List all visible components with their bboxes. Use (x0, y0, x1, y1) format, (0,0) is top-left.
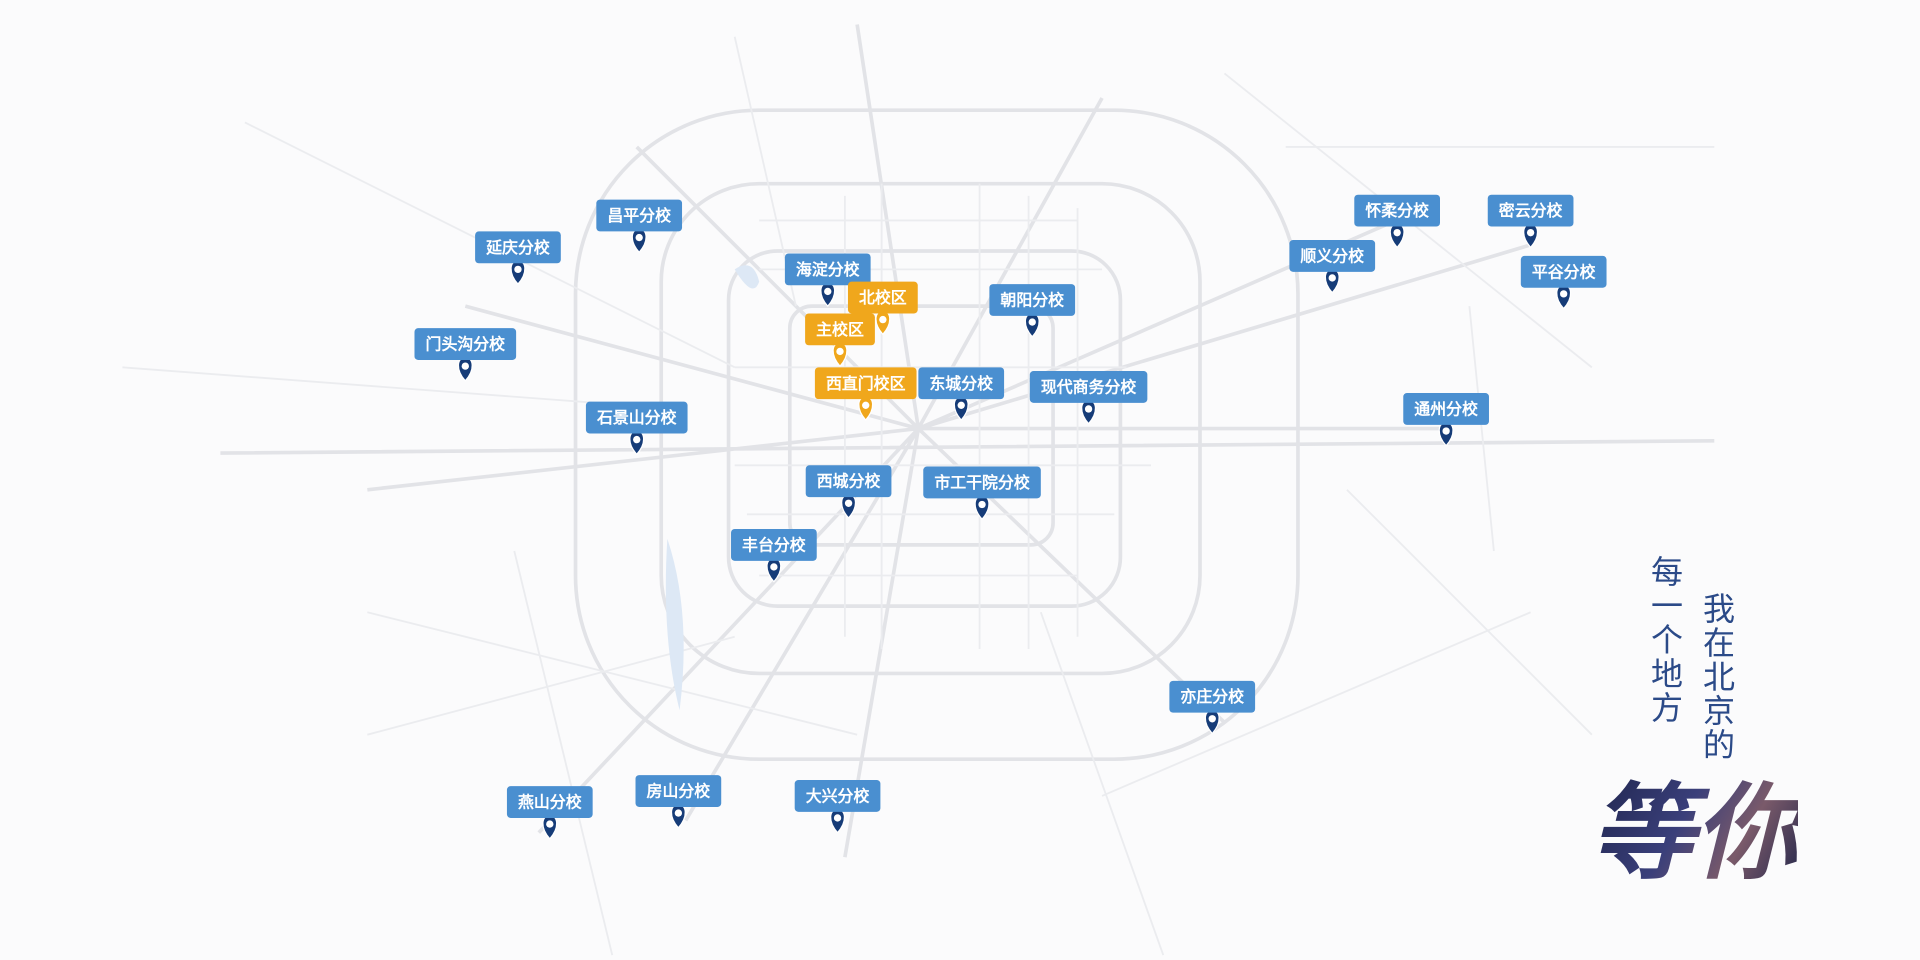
campus-label: 东城分校 (929, 374, 993, 393)
pin-dot (546, 820, 554, 828)
label-box (784, 253, 871, 286)
campus-marker: 大兴分校 (794, 780, 881, 834)
campus-label: 昌平分校 (607, 206, 671, 225)
campus-label: 通州分校 (1414, 399, 1478, 418)
campus-marker: 房山分校 (635, 775, 722, 829)
pin-dot (1442, 427, 1450, 435)
label-box (596, 199, 683, 232)
campus-marker: 亦庄分校 (1169, 680, 1256, 735)
campus-label: 朝阳分校 (1000, 291, 1064, 310)
campus-marker: 朝阳分校 (989, 284, 1076, 338)
campus-label: 大兴分校 (806, 786, 870, 805)
pin-dot (1028, 318, 1036, 326)
slogan-emphasis: 等你 (1590, 748, 1798, 899)
label-box (1354, 194, 1440, 227)
label-box (1029, 371, 1148, 403)
campus-label: 燕山分校 (518, 793, 582, 812)
label-box (918, 367, 1005, 400)
campus-label: 丰台分校 (742, 535, 806, 554)
pin-dot (824, 287, 832, 296)
campus-marker: 怀柔分校 (1354, 194, 1440, 249)
campus-label: 房山分校 (647, 782, 711, 801)
pin-dot (833, 814, 842, 822)
campus-label: 主校区 (816, 320, 864, 339)
campus-label: 密云分校 (1499, 201, 1563, 220)
campus-marker: 昌平分校 (596, 199, 683, 254)
pin-dot (978, 500, 986, 509)
campus-label: 门头沟分校 (426, 335, 506, 354)
pin-dot (836, 347, 844, 356)
campus-marker: 通州分校 (1403, 393, 1489, 447)
label-box (414, 328, 517, 360)
label-box (989, 284, 1076, 316)
slogan-line: 每一个地方 (1646, 555, 1684, 725)
label-box (1487, 194, 1574, 227)
campus-label: 北校区 (859, 288, 907, 307)
label-box (847, 281, 918, 314)
pin-dot (1393, 228, 1401, 237)
label-box (475, 231, 561, 264)
pin-dot (1560, 290, 1568, 298)
campus-label: 平谷分校 (1532, 262, 1596, 281)
pin-dot (862, 401, 870, 409)
campus-label: 顺义分校 (1300, 246, 1364, 265)
campus-marker: 东城分校 (918, 367, 1005, 421)
label-box (1169, 680, 1256, 713)
label-box (805, 465, 892, 498)
campus-marker: 平谷分校 (1520, 255, 1607, 310)
campus-marker: 现代商务分校 (1029, 371, 1148, 425)
label-box (1520, 255, 1607, 288)
campus-label: 海淀分校 (796, 260, 860, 279)
campus-marker: 北校区 (847, 281, 918, 336)
label-box (794, 780, 881, 812)
campus-marker: 门头沟分校 (414, 328, 517, 382)
pin-dot (633, 435, 641, 444)
campus-label: 现代商务分校 (1041, 377, 1137, 396)
pin-dot (461, 362, 469, 370)
road-network (122, 24, 1715, 956)
campus-label: 西直门校区 (826, 374, 906, 393)
campus-marker: 延庆分校 (475, 231, 561, 286)
pin-dot (514, 265, 522, 274)
campus-marker: 市工干院分校 (923, 466, 1041, 521)
label-box (1403, 393, 1489, 425)
label-box (1289, 240, 1376, 272)
pin-dot (957, 401, 965, 409)
campus-marker: 西城分校 (805, 465, 892, 519)
pin-dot (1328, 274, 1336, 282)
pin-dot (770, 563, 778, 571)
label-box (635, 775, 722, 807)
label-box (506, 786, 593, 818)
campus-marker: 西直门校区 (814, 367, 917, 421)
label-box (814, 367, 917, 400)
campus-marker: 顺义分校 (1289, 240, 1376, 294)
label-box (731, 528, 817, 561)
campus-label: 亦庄分校 (1180, 687, 1244, 706)
pin-dot (879, 315, 887, 324)
campus-marker: 主校区 (805, 313, 875, 368)
campus-marker: 燕山分校 (506, 786, 593, 840)
label-box (805, 313, 875, 346)
pin-dot (1208, 715, 1216, 723)
campus-marker: 石景山分校 (585, 401, 688, 456)
campus-label: 石景山分校 (596, 408, 677, 427)
label-box (923, 466, 1041, 499)
pin-dot (674, 809, 683, 817)
campus-label: 怀柔分校 (1365, 201, 1429, 220)
campus-label: 西城分校 (817, 472, 881, 491)
pin-dot (635, 233, 643, 242)
campus-marker: 丰台分校 (731, 528, 817, 583)
campus-marker: 密云分校 (1487, 194, 1574, 249)
pin-dot (844, 499, 853, 507)
campus-label: 市工干院分校 (934, 473, 1030, 492)
pin-dot (1526, 228, 1535, 237)
label-box (585, 401, 688, 434)
slogan-line: 我在北京的 (1698, 592, 1736, 762)
campus-label: 延庆分校 (485, 238, 550, 257)
pin-dot (1084, 405, 1093, 413)
campus-marker: 海淀分校 (784, 253, 871, 308)
